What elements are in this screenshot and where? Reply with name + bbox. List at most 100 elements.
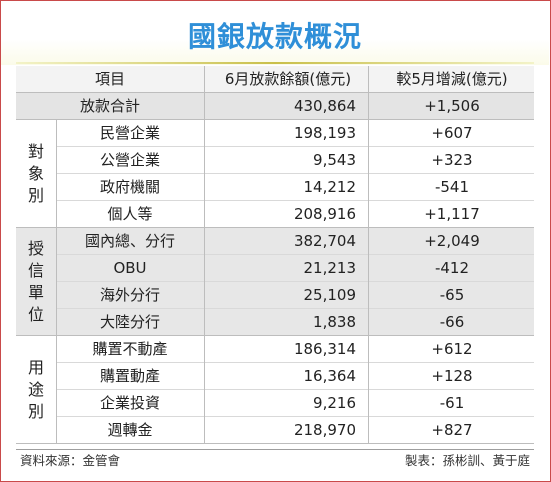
row-balance: 1,838 xyxy=(313,313,356,331)
row-label: 大陸分行 xyxy=(99,313,160,331)
group-label: 用 途 別 xyxy=(27,358,44,421)
table-row: 企業投資 9,216 -61 xyxy=(56,390,534,417)
footer-divider xyxy=(16,449,534,450)
row-balance: 208,916 xyxy=(293,205,356,223)
column-divider xyxy=(368,201,369,228)
table-row: 海外分行 25,109 -65 xyxy=(56,282,534,309)
header-balance: 6月放款餘額(億元) xyxy=(224,70,352,88)
column-divider xyxy=(368,255,369,282)
row-change: -65 xyxy=(439,286,465,304)
row-balance: 21,213 xyxy=(303,259,357,277)
row-label: 購置動產 xyxy=(99,367,160,385)
column-divider xyxy=(204,255,205,282)
row-label: 個人等 xyxy=(107,205,153,223)
column-divider xyxy=(56,336,57,363)
header-item: 項目 xyxy=(94,70,125,88)
column-divider xyxy=(204,201,205,228)
column-divider xyxy=(368,336,369,363)
table-row: 公營企業 9,543 +323 xyxy=(56,147,534,174)
column-divider xyxy=(204,147,205,174)
column-divider xyxy=(56,255,57,282)
row-change: -61 xyxy=(439,394,465,412)
row-balance: 14,212 xyxy=(303,178,357,196)
table-row: 購置不動產 186,314 +612 xyxy=(56,336,534,363)
source-note: 資料來源：金管會 xyxy=(20,453,121,468)
title-divider xyxy=(16,62,534,64)
row-change: +2,049 xyxy=(424,232,480,250)
table-row: OBU 21,213 -412 xyxy=(56,255,534,282)
column-divider xyxy=(368,363,369,390)
column-divider xyxy=(368,120,369,147)
table-row: 大陸分行 1,838 -66 xyxy=(56,309,534,336)
row-change: -66 xyxy=(439,313,465,331)
column-divider xyxy=(368,174,369,201)
row-balance: 16,364 xyxy=(303,367,357,385)
row-balance: 198,193 xyxy=(293,124,356,142)
row-balance: 9,216 xyxy=(313,394,356,412)
footer: 資料來源：金管會 製表：孫彬訓、黃于庭 xyxy=(16,450,534,472)
row-label: 民營企業 xyxy=(99,124,160,142)
total-label: 放款合計 xyxy=(79,97,140,115)
row-change: +612 xyxy=(431,340,473,358)
table-row: 個人等 208,916 +1,117 xyxy=(56,201,534,228)
column-divider xyxy=(56,309,57,336)
column-divider xyxy=(56,282,57,309)
header-change: 較5月增減(億元) xyxy=(396,70,508,88)
column-divider xyxy=(204,174,205,201)
column-divider xyxy=(368,228,369,255)
row-balance: 25,109 xyxy=(303,286,357,304)
column-divider xyxy=(56,174,57,201)
column-divider xyxy=(56,417,57,444)
row-change: +607 xyxy=(431,124,473,142)
row-change: -412 xyxy=(434,259,470,277)
row-change: +323 xyxy=(431,151,473,169)
group-label: 對 象 別 xyxy=(27,142,44,205)
title-band: 國銀放款概況 xyxy=(1,1,549,65)
total-balance: 430,864 xyxy=(293,97,356,115)
group-label: 授 信 單 位 xyxy=(27,239,44,324)
column-divider xyxy=(368,417,369,444)
column-divider xyxy=(56,228,57,255)
column-divider xyxy=(56,147,57,174)
column-divider xyxy=(56,120,57,147)
group-label-cell: 用 途 別 xyxy=(16,336,56,444)
column-divider xyxy=(204,282,205,309)
row-change: +128 xyxy=(431,367,473,385)
column-divider xyxy=(56,363,57,390)
column-divider xyxy=(204,336,205,363)
row-label: 公營企業 xyxy=(99,151,160,169)
column-divider xyxy=(204,228,205,255)
column-divider xyxy=(368,282,369,309)
row-label: 週轉金 xyxy=(107,421,153,439)
table-row: 購置動產 16,364 +128 xyxy=(56,363,534,390)
row-balance: 186,314 xyxy=(293,340,356,358)
row-change: -541 xyxy=(434,178,470,196)
row-label: 海外分行 xyxy=(99,286,160,304)
row-balance: 9,543 xyxy=(313,151,356,169)
row-label: 國內總、分行 xyxy=(84,232,175,250)
row-change: +1,117 xyxy=(424,205,480,223)
table-header-row: 項目 6月放款餘額(億元) 較5月增減(億元) xyxy=(16,66,534,93)
column-divider xyxy=(204,120,205,147)
row-label: 企業投資 xyxy=(99,394,160,412)
table-row: 國內總、分行 382,704 +2,049 xyxy=(56,228,534,255)
column-divider xyxy=(368,390,369,417)
row-label: 政府機關 xyxy=(99,178,160,196)
table-row: 民營企業 198,193 +607 xyxy=(56,120,534,147)
group-label-cell: 對 象 別 xyxy=(16,120,56,228)
row-change: +827 xyxy=(431,421,473,439)
column-divider xyxy=(204,417,205,444)
column-divider xyxy=(56,201,57,228)
column-divider xyxy=(204,309,205,336)
row-label: OBU xyxy=(113,259,147,277)
table-row: 政府機關 14,212 -541 xyxy=(56,174,534,201)
row-balance: 382,704 xyxy=(293,232,356,250)
row-balance: 218,970 xyxy=(293,421,356,439)
total-row: 放款合計 430,864 +1,506 xyxy=(16,93,534,120)
credit-note: 製表：孫彬訓、黃于庭 xyxy=(404,453,530,468)
page-title: 國銀放款概況 xyxy=(187,20,362,53)
table-row: 週轉金 218,970 +827 xyxy=(56,417,534,444)
column-divider xyxy=(56,390,57,417)
row-label: 購置不動產 xyxy=(92,340,168,358)
group-label-cell: 授 信 單 位 xyxy=(16,228,56,336)
